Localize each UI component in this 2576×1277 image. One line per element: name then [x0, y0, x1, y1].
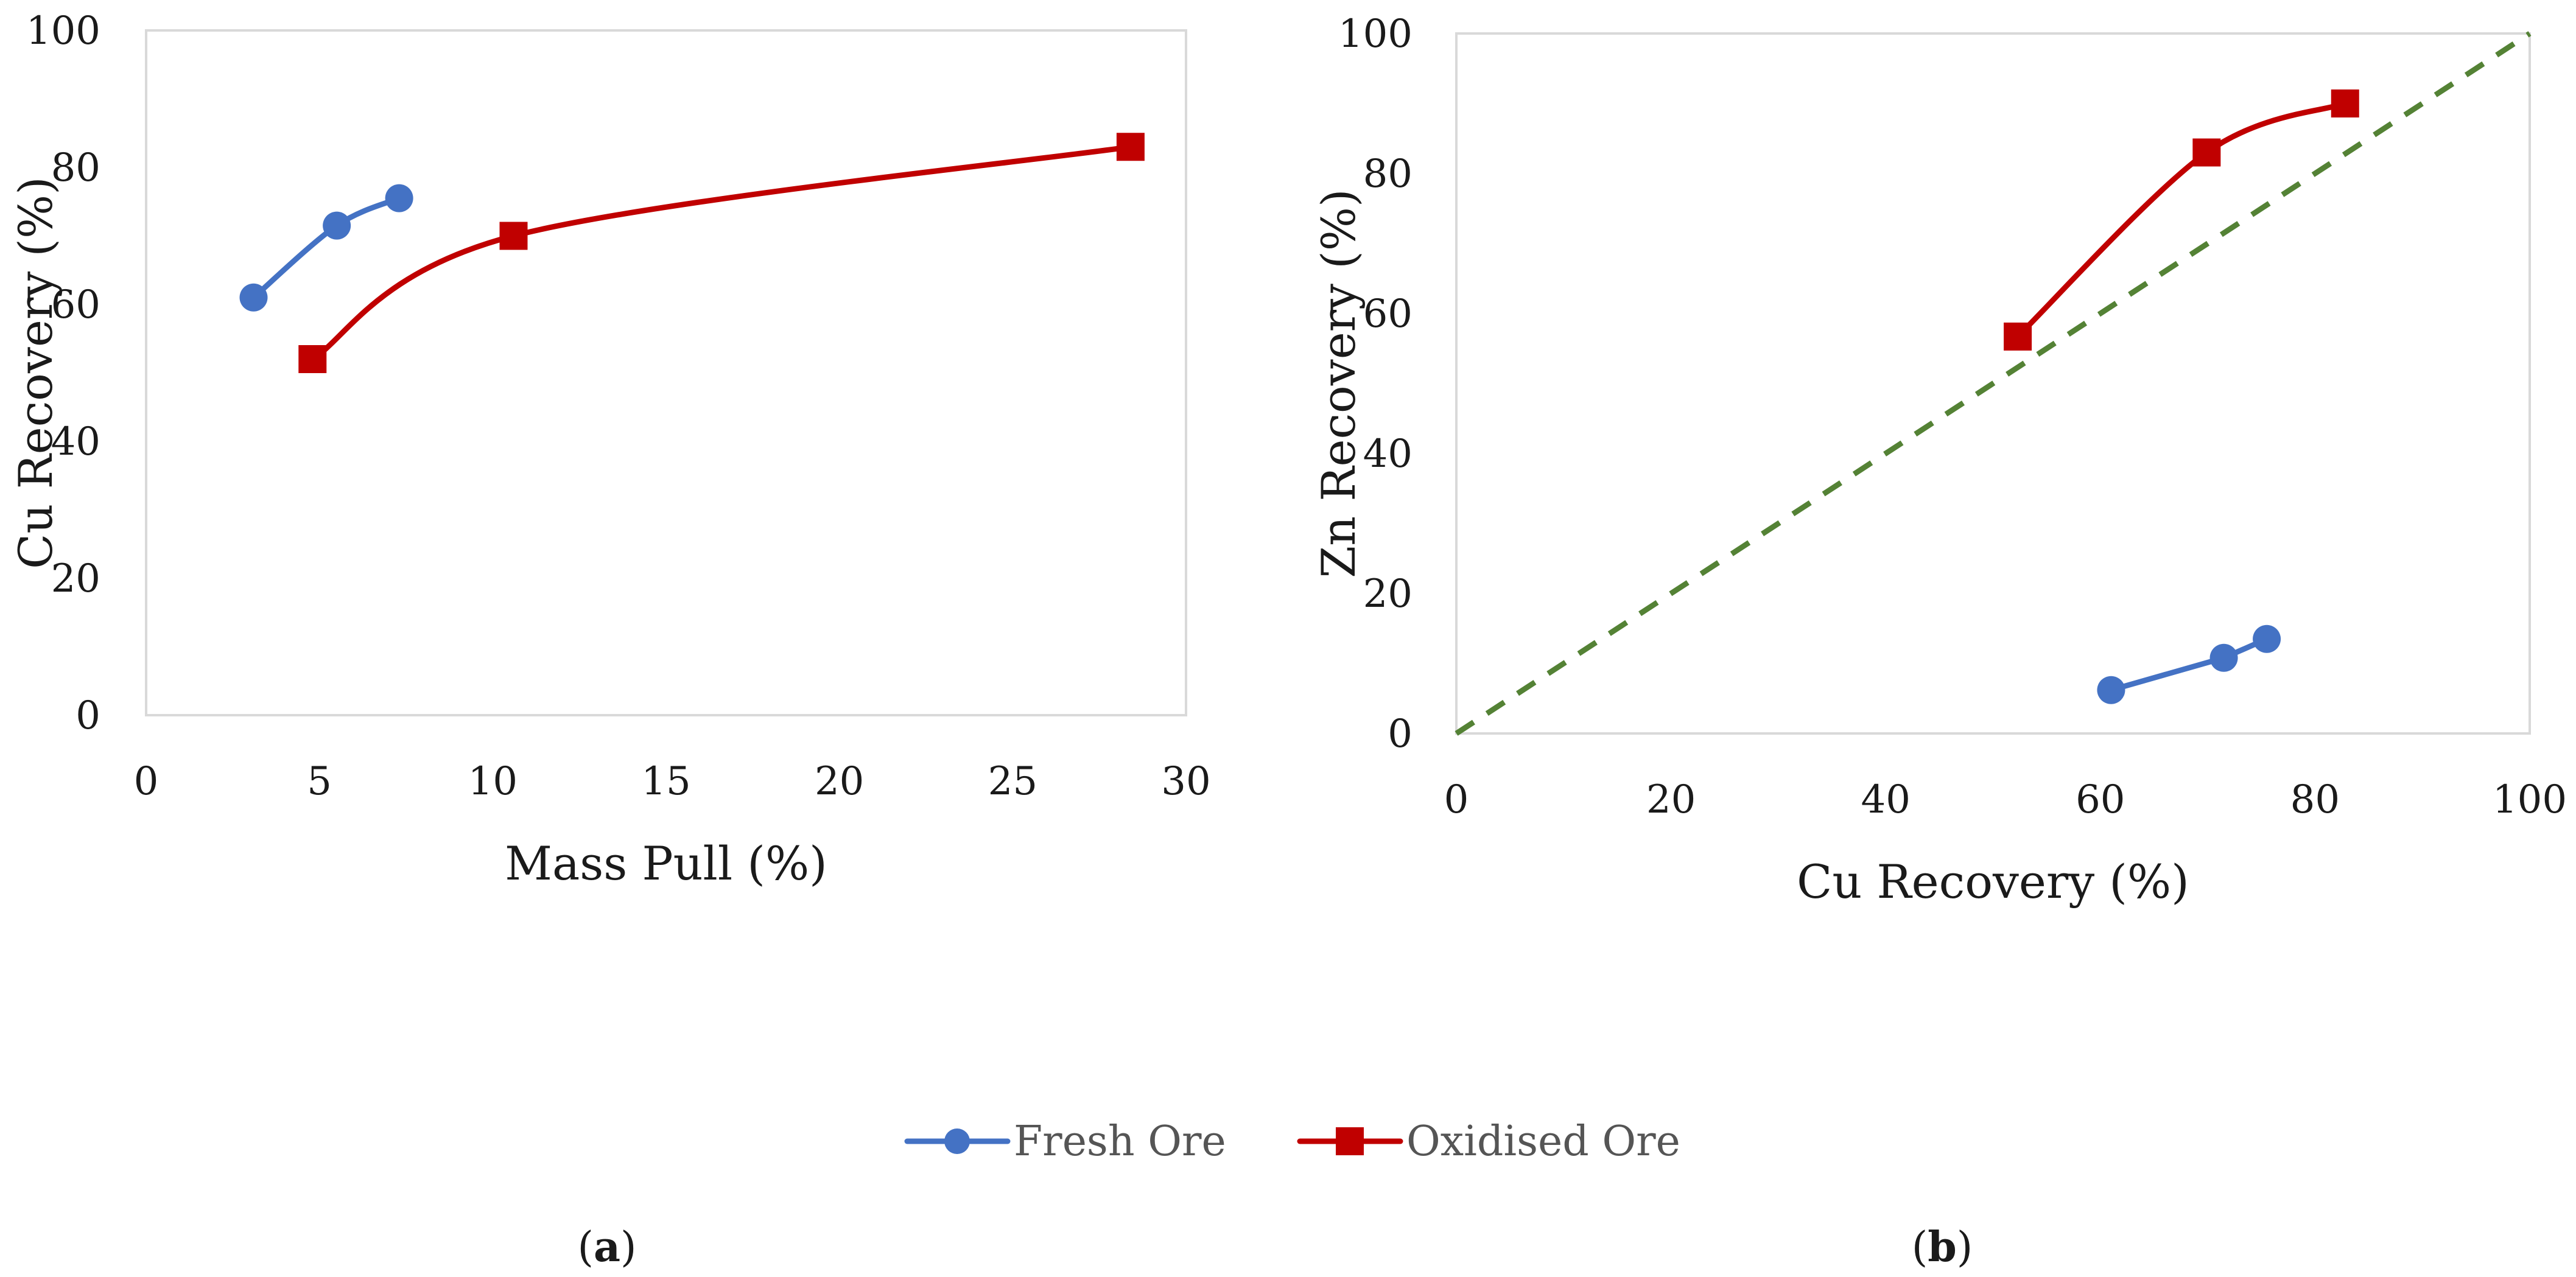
y-tick-label-a: 0 — [75, 693, 100, 738]
legend-item-oxidised-ore: Oxidised Ore — [1297, 1118, 1680, 1166]
legend-oxidised-ore-marker — [1336, 1127, 1364, 1155]
series-line-oxidised-ore-a — [309, 144, 1134, 362]
x-tick-label-a: 25 — [988, 759, 1037, 804]
x-tick-label-b: 40 — [1861, 777, 1910, 822]
x-tick-label-b: 20 — [1646, 777, 1696, 822]
data-point-oxidised-ore-b — [2192, 138, 2221, 167]
data-point-oxidised-ore-a — [499, 222, 528, 250]
legend-fresh-ore-marker — [944, 1128, 970, 1154]
x-tick-label-b: 80 — [2290, 777, 2340, 822]
series-line-oxidised-ore-b — [2015, 100, 2348, 340]
x-tick-label-a: 30 — [1161, 759, 1210, 804]
panel-label-a-letter: a — [594, 1223, 620, 1272]
data-point-oxidised-ore-a — [1116, 133, 1145, 161]
chart-b: 0 20 40 60 80 100 0 20 40 60 80 100 Cu Recovery (%) Z… — [1311, 12, 2567, 909]
plot-area-a — [145, 29, 1187, 716]
y-axis-title-a: Cu Recovery (%) — [9, 177, 63, 569]
y-tick-label-b: 0 — [1388, 712, 1413, 757]
legend: Fresh Ore Oxidised Ore — [904, 1118, 1680, 1166]
data-point-fresh-ore-b — [2253, 625, 2281, 653]
data-point-oxidised-ore-b — [2331, 89, 2359, 117]
series-line-y-x-reference-b — [1455, 31, 2532, 736]
data-point-oxidised-ore-b — [2004, 322, 2032, 351]
legend-item-fresh-ore: Fresh Ore — [904, 1118, 1226, 1166]
y-tick-label-b: 100 — [1338, 12, 1413, 57]
y-tick-label-a: 80 — [51, 145, 100, 191]
data-point-fresh-ore-a — [323, 211, 351, 240]
x-tick-label-a: 0 — [134, 759, 159, 804]
series-line-fresh-ore-a — [251, 195, 402, 301]
panel-label-a-open: ( — [577, 1223, 594, 1272]
panel-label-a-close: ) — [620, 1223, 637, 1272]
x-axis-title-b: Cu Recovery (%) — [1797, 855, 2189, 909]
panel-label-b-close: ) — [1957, 1223, 1973, 1272]
x-tick-label-a: 5 — [307, 759, 332, 804]
x-tick-label-a: 15 — [641, 759, 690, 804]
chart-a: 0 5 10 15 20 25 30 0 20 40 60 80 100 Mass Pull (%) Cu … — [9, 9, 1211, 890]
panel-label-b: (b) — [1912, 1223, 1973, 1272]
data-point-fresh-ore-a — [239, 283, 268, 312]
x-axis-title-a: Mass Pull (%) — [505, 836, 827, 890]
x-tick-label-b: 60 — [2076, 777, 2125, 822]
y-tick-label-a: 100 — [26, 9, 100, 54]
y-tick-label-b: 40 — [1363, 432, 1413, 477]
x-tick-label-b: 0 — [1444, 777, 1469, 822]
data-point-fresh-ore-b — [2209, 643, 2238, 672]
x-tick-label-b: 100 — [2493, 777, 2567, 822]
panel-label-b-open: ( — [1912, 1223, 1928, 1272]
plot-area-b — [1455, 32, 2531, 735]
y-tick-label-b: 80 — [1363, 152, 1413, 197]
data-point-fresh-ore-b — [2097, 676, 2125, 704]
data-point-oxidised-ore-a — [298, 345, 327, 373]
y-tick-label-b: 20 — [1363, 572, 1413, 617]
y-tick-label-b: 60 — [1363, 292, 1413, 337]
x-tick-label-a: 10 — [468, 759, 518, 804]
panel-label-b-letter: b — [1928, 1223, 1957, 1272]
series-line-fresh-ore-b — [2108, 636, 2270, 693]
x-tick-label-a: 20 — [815, 759, 864, 804]
y-tick-label-a: 40 — [51, 419, 100, 464]
data-point-fresh-ore-a — [385, 184, 413, 212]
legend-fresh-ore-label: Fresh Ore — [1014, 1118, 1226, 1166]
y-tick-label-a: 60 — [51, 282, 100, 327]
panel-label-a: (a) — [577, 1223, 636, 1272]
legend-oxidised-ore-label: Oxidised Ore — [1406, 1118, 1680, 1166]
y-axis-title-b: Zn Recovery (%) — [1311, 189, 1366, 578]
y-tick-label-a: 20 — [51, 556, 100, 601]
